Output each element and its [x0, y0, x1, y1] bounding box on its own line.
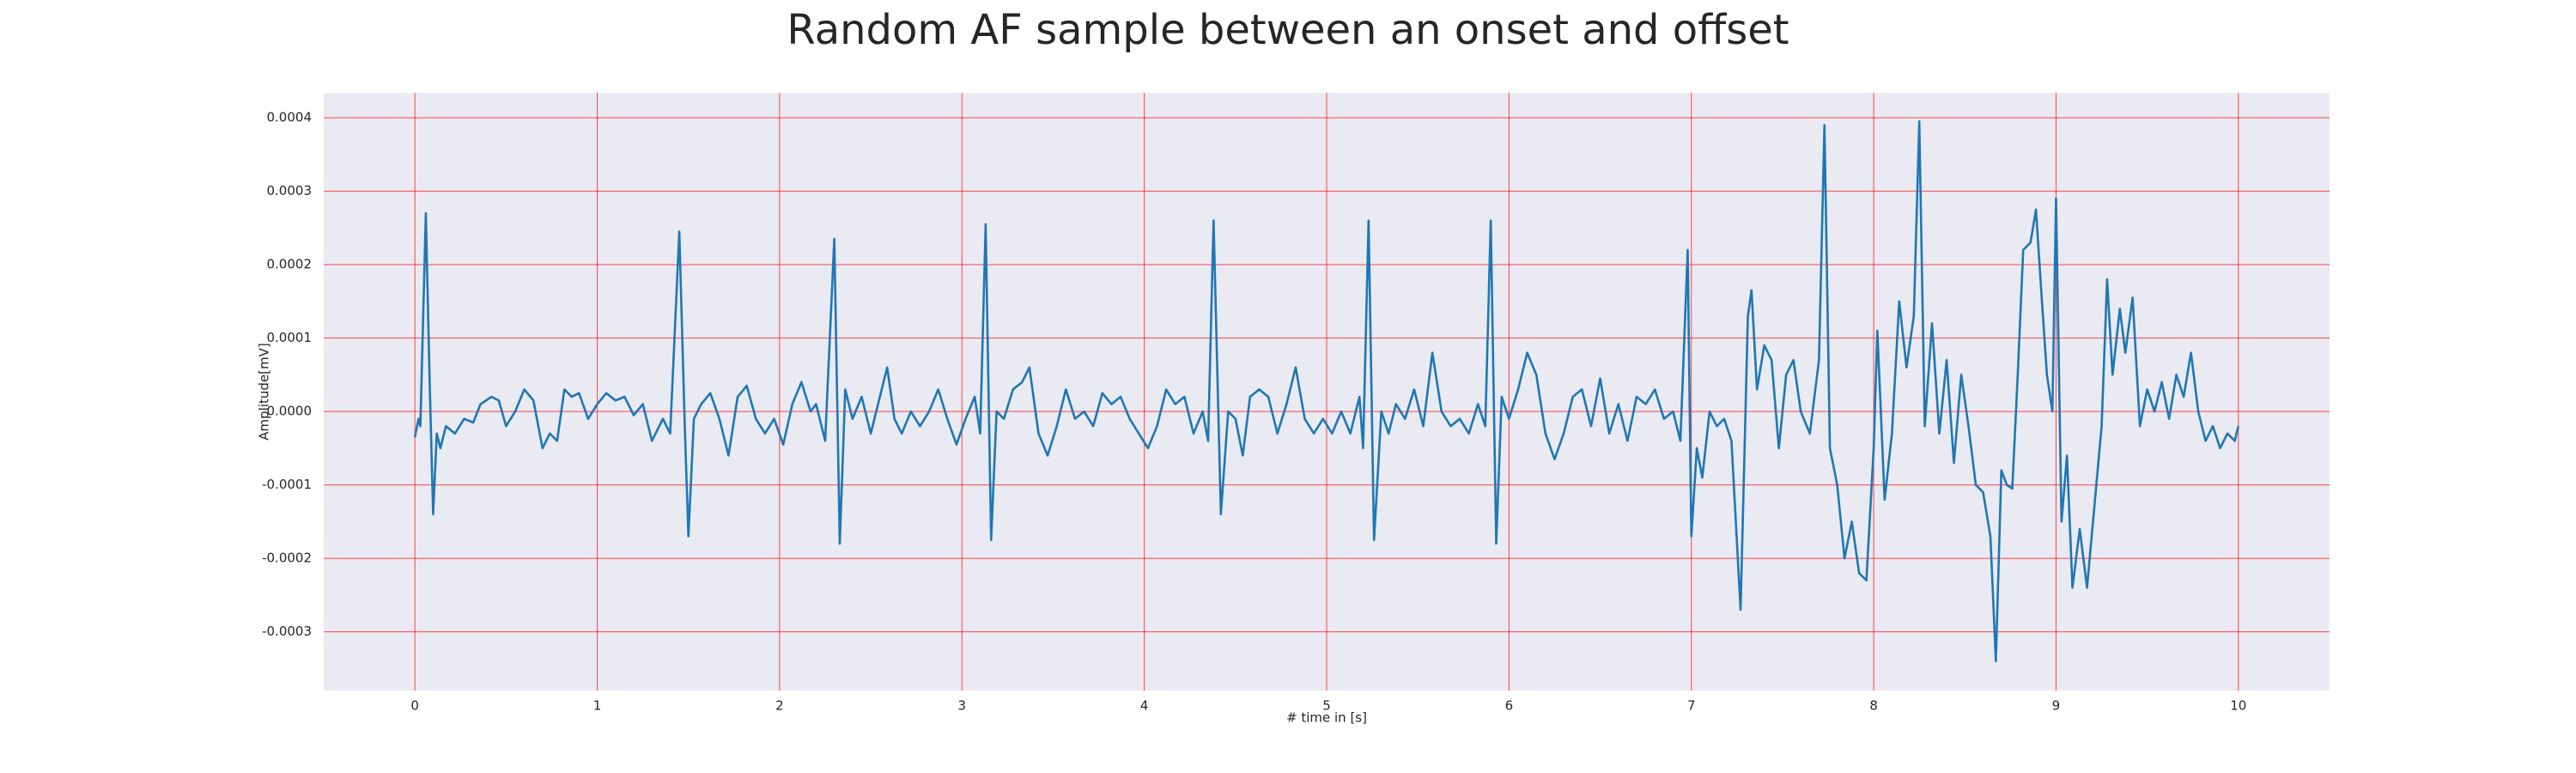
y-tick-label: -0.0002: [262, 551, 312, 566]
chart-title: Random AF sample between an onset and of…: [787, 6, 1789, 54]
x-tick-label: 10: [2230, 698, 2246, 714]
x-tick-label: 1: [593, 698, 602, 714]
y-tick-label: 0.0003: [267, 183, 313, 198]
x-tick-label: 9: [2052, 698, 2061, 714]
x-tick-label: 8: [1869, 698, 1878, 714]
y-tick-label: 0.0004: [267, 110, 313, 125]
x-tick-label: 6: [1505, 698, 1514, 714]
x-tick-label: 2: [775, 698, 784, 714]
x-tick-label: 4: [1140, 698, 1149, 714]
y-tick-label: -0.0003: [262, 624, 312, 639]
x-tick-label: 0: [410, 698, 419, 714]
y-tick-label: 0.0001: [267, 330, 313, 345]
y-tick-label: 0.0000: [267, 404, 313, 419]
y-tick-label: -0.0001: [262, 477, 312, 492]
y-tick-label: 0.0002: [267, 257, 313, 272]
y-axis-label: Amplitude[mV]: [257, 343, 272, 440]
x-tick-label: 3: [957, 698, 966, 714]
signal-line: [413, 120, 2240, 663]
x-tick-label: 5: [1322, 698, 1331, 714]
x-tick-label: 7: [1687, 698, 1696, 714]
x-axis-label: # time in [s]: [1286, 710, 1367, 726]
